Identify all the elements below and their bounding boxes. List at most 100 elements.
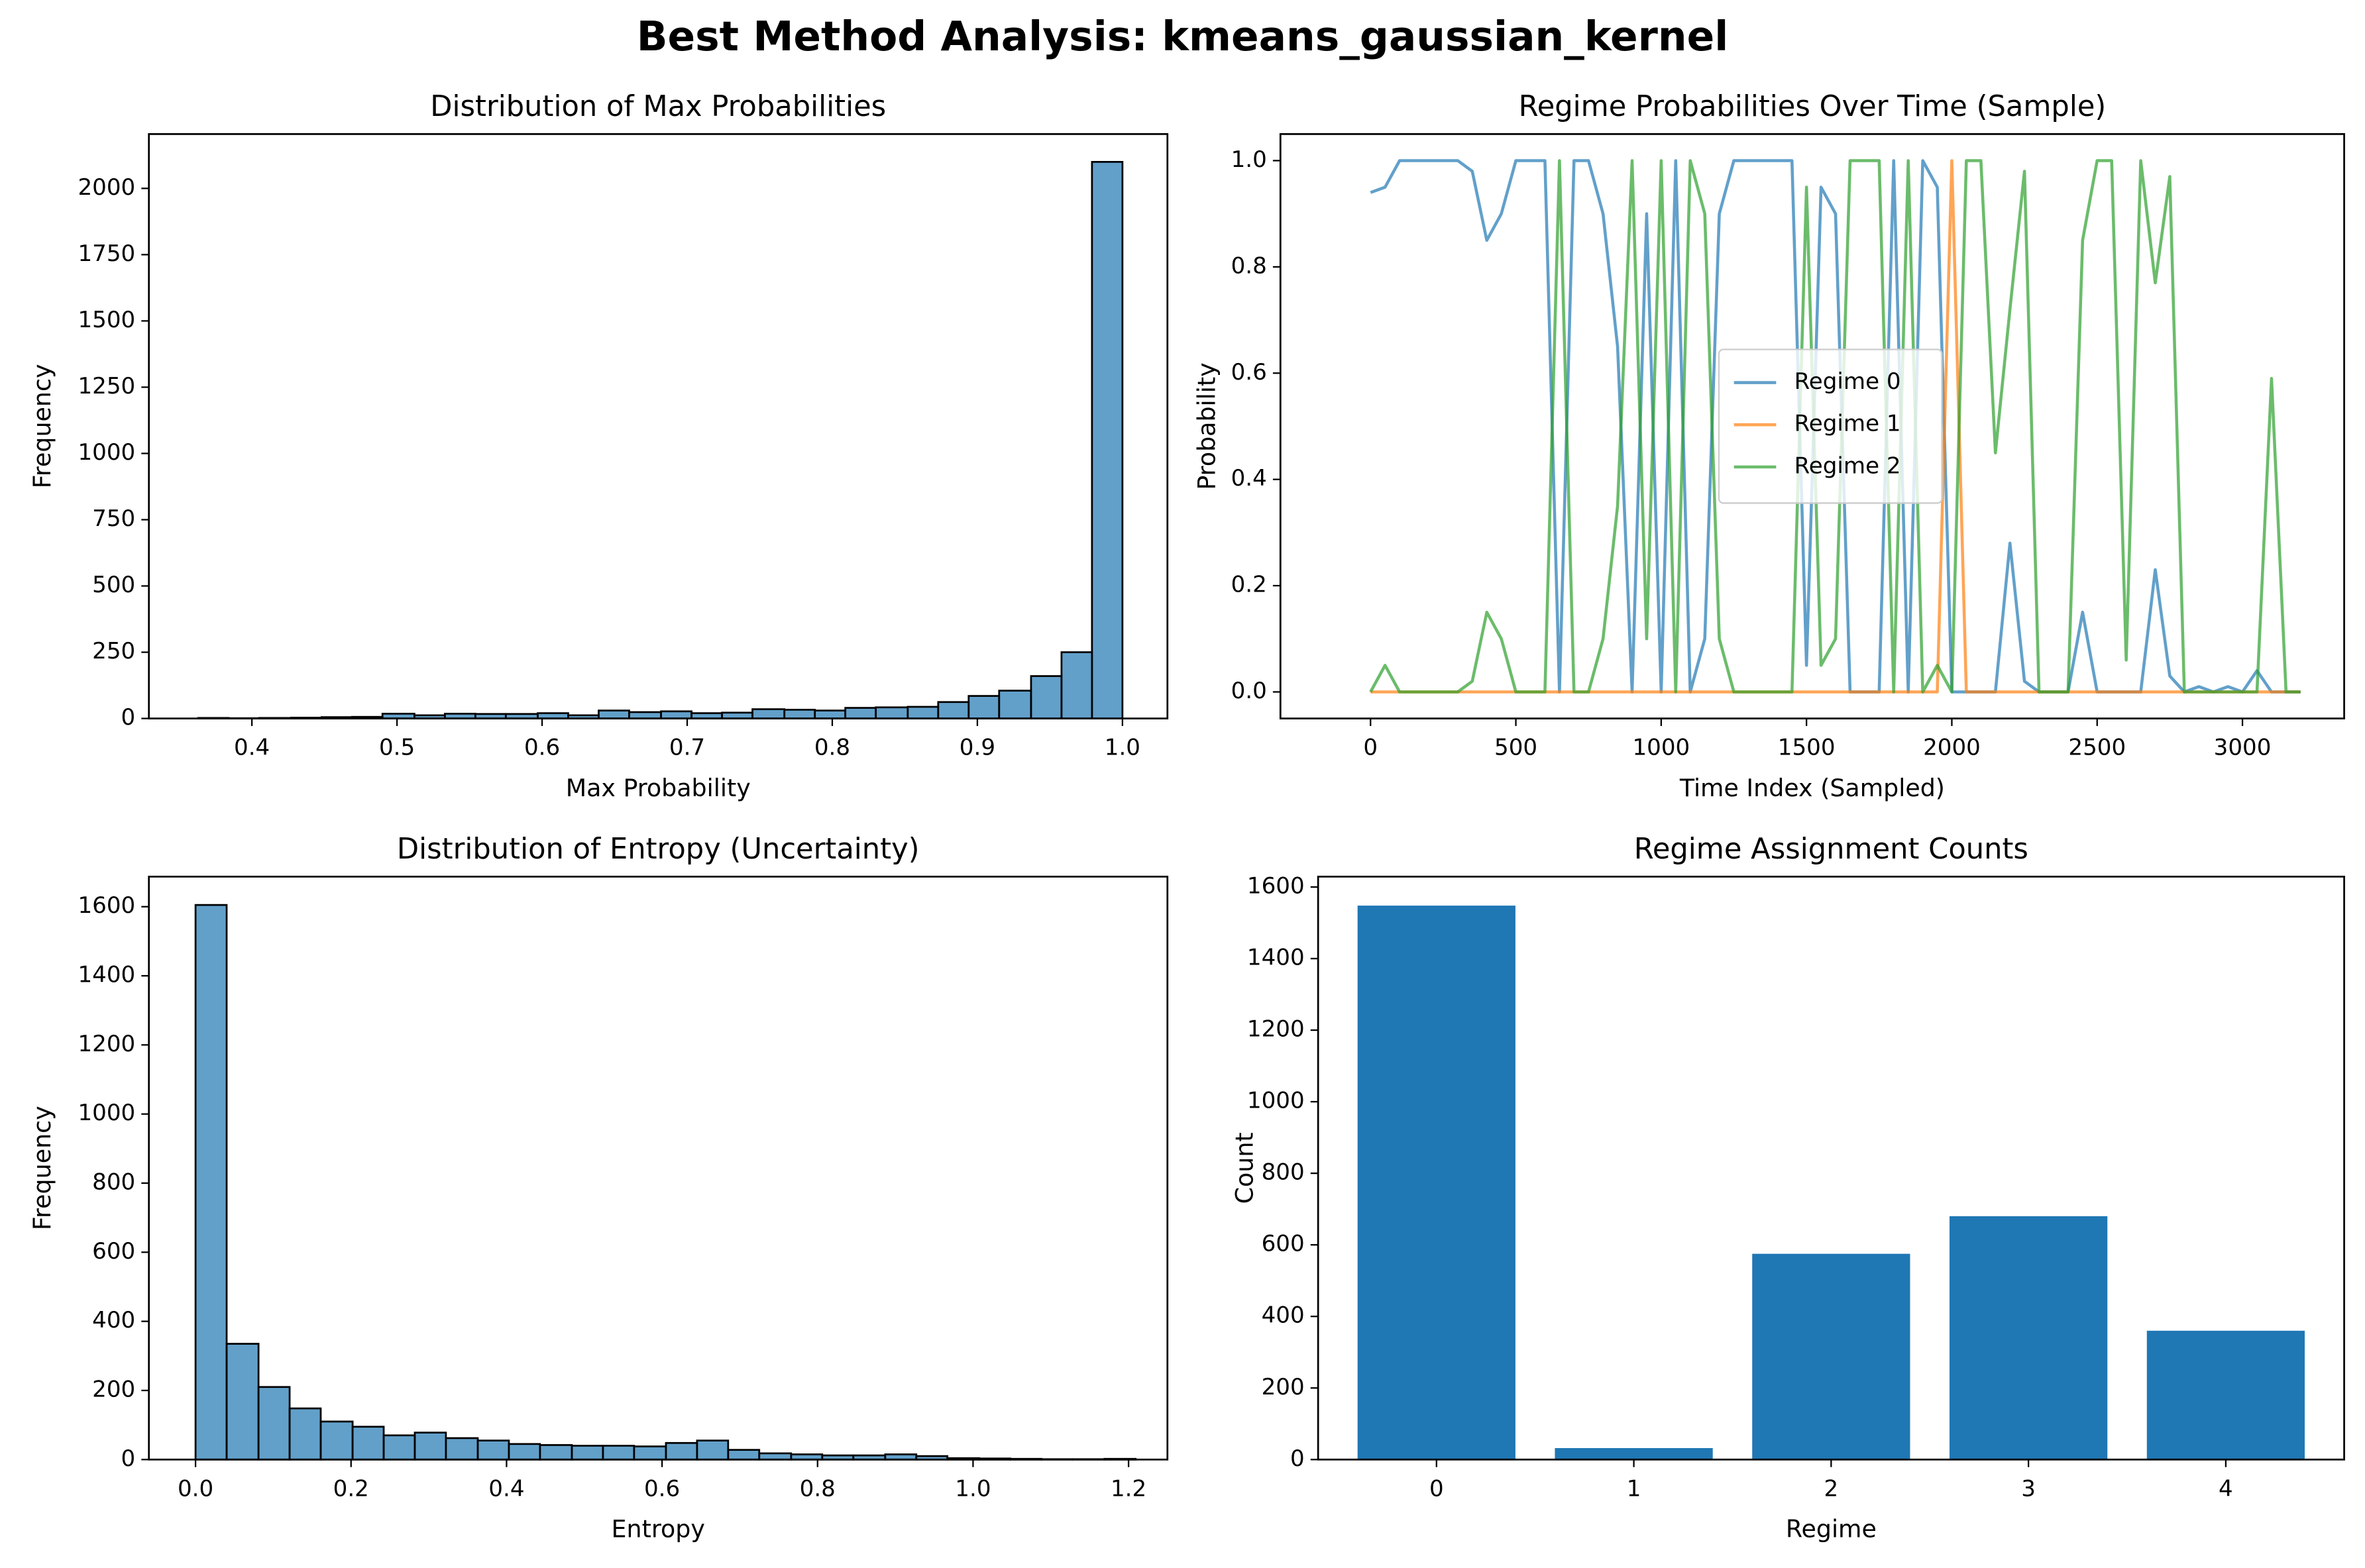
y-tick-label: 1400	[78, 962, 135, 988]
y-axis-label: Frequency	[28, 364, 56, 489]
subplot-title: Distribution of Max Probabilities	[430, 90, 886, 123]
histogram-bar	[660, 710, 692, 719]
y-tick-label: 1000	[78, 439, 135, 466]
subplot: Regime Probabilities Over Time (Sample) T…	[1193, 90, 2345, 802]
x-axis-label: Entropy	[612, 1515, 705, 1543]
y-tick-label: 0.4	[1231, 465, 1267, 492]
histogram-bar	[508, 1443, 541, 1461]
histogram-bar	[351, 1426, 385, 1461]
y-tick-label: 1250	[78, 373, 135, 399]
histogram-bar	[998, 690, 1032, 719]
y-tick-label: 1600	[78, 892, 135, 919]
x-tick-label: 1500	[1778, 735, 1836, 761]
y-tick-label: 0.6	[1231, 359, 1267, 386]
x-tick-label: 0.9	[960, 735, 995, 761]
histogram-bar	[319, 1420, 354, 1461]
y-tick-label: 800	[92, 1169, 135, 1196]
histogram-bar	[413, 1432, 447, 1461]
y-tick-label: 1000	[1247, 1088, 1305, 1114]
histogram-bar	[539, 1444, 573, 1461]
histogram-bar	[571, 1445, 604, 1461]
legend-frame	[1718, 348, 1943, 504]
axes-frame	[1279, 133, 2345, 719]
y-tick-label: 0	[1290, 1445, 1305, 1472]
histogram-bar	[602, 1445, 635, 1461]
histogram-bar	[758, 1452, 793, 1461]
y-tick-label: 1000	[78, 1100, 135, 1126]
subplot-title: Distribution of Entropy (Uncertainty)	[397, 833, 920, 866]
bar	[1752, 1253, 1910, 1460]
axes-frame	[148, 875, 1169, 1461]
legend-label: Regime 1	[1794, 411, 1901, 437]
axes-frame	[148, 133, 1169, 719]
y-tick-label: 0.8	[1231, 252, 1267, 279]
figure-title: Best Method Analysis: kmeans_gaussian_ke…	[637, 13, 1729, 60]
histogram-bar	[1030, 675, 1063, 719]
x-tick-label: 0.6	[644, 1475, 680, 1502]
legend-label: Regime 2	[1794, 452, 1901, 479]
y-tick-label: 0	[121, 704, 136, 731]
subplot: Distribution of Entropy (Uncertainty) Ent…	[28, 833, 1169, 1543]
x-tick-label: 0	[1363, 735, 1378, 761]
histogram-bar	[937, 701, 970, 719]
y-tick-label: 1200	[1247, 1016, 1305, 1043]
bar	[1950, 1216, 2108, 1460]
x-tick-label: 0	[1429, 1475, 1444, 1502]
y-tick-label: 200	[1262, 1374, 1305, 1400]
x-tick-label: 0.2	[333, 1475, 369, 1502]
y-tick-label: 250	[92, 638, 135, 664]
x-axis-label: Time Index (Sampled)	[1679, 774, 1945, 802]
histogram-bar	[257, 1386, 291, 1461]
y-tick-label: 1200	[78, 1031, 135, 1057]
histogram-bar	[1091, 161, 1124, 719]
subplot: Distribution of Max Probabilities Max Pro…	[28, 90, 1169, 802]
y-tick-label: 1600	[1247, 873, 1305, 900]
y-tick-label: 600	[1262, 1231, 1305, 1257]
histogram-bar	[382, 1434, 416, 1461]
y-axis-label: Frequency	[28, 1106, 56, 1230]
y-tick-label: 0.0	[1231, 678, 1267, 704]
histogram-bar	[628, 711, 662, 719]
axes-frame	[1317, 875, 2345, 1461]
histogram-bar	[288, 1407, 322, 1461]
histogram-bar	[194, 904, 228, 1461]
histogram-bar	[814, 709, 847, 719]
histogram-bar	[445, 1437, 479, 1461]
y-axis-label: Count	[1230, 1132, 1258, 1204]
x-tick-label: 1000	[1632, 735, 1690, 761]
x-tick-label: 0.8	[800, 1475, 836, 1502]
x-tick-label: 3	[2021, 1475, 2036, 1502]
histogram-bar	[665, 1441, 698, 1461]
bar	[2146, 1330, 2305, 1460]
bar	[1555, 1448, 1713, 1460]
y-tick-label: 2000	[78, 174, 135, 201]
x-tick-label: 2	[1824, 1475, 1839, 1502]
histogram-bar	[907, 706, 940, 719]
x-tick-label: 3000	[2214, 735, 2272, 761]
subplot-title: Regime Probabilities Over Time (Sample)	[1519, 90, 2107, 123]
x-tick-label: 0.4	[488, 1475, 524, 1502]
histogram-bar	[633, 1445, 667, 1461]
y-tick-label: 1400	[1247, 945, 1305, 971]
x-tick-label: 2500	[2068, 735, 2126, 761]
x-tick-label: 0.4	[234, 735, 270, 761]
histogram-bar	[783, 709, 816, 719]
histogram-bar	[875, 706, 909, 719]
x-tick-label: 0.6	[524, 735, 560, 761]
x-tick-label: 500	[1494, 735, 1537, 761]
histogram-bar	[598, 709, 630, 719]
x-axis-label: Max Probability	[566, 774, 751, 802]
x-tick-label: 1.2	[1111, 1475, 1146, 1502]
y-tick-label: 200	[92, 1376, 135, 1402]
y-tick-label: 750	[92, 505, 135, 532]
y-tick-label: 400	[1262, 1302, 1305, 1329]
y-tick-label: 800	[1262, 1159, 1305, 1186]
y-tick-label: 500	[92, 572, 135, 598]
y-tick-label: 1500	[78, 307, 135, 333]
x-axis-label: Regime	[1786, 1515, 1877, 1543]
legend-label: Regime 0	[1794, 368, 1901, 395]
series-line	[1369, 159, 2301, 694]
legend: Regime 0 Regime 1 Regime 2	[1718, 348, 1943, 504]
